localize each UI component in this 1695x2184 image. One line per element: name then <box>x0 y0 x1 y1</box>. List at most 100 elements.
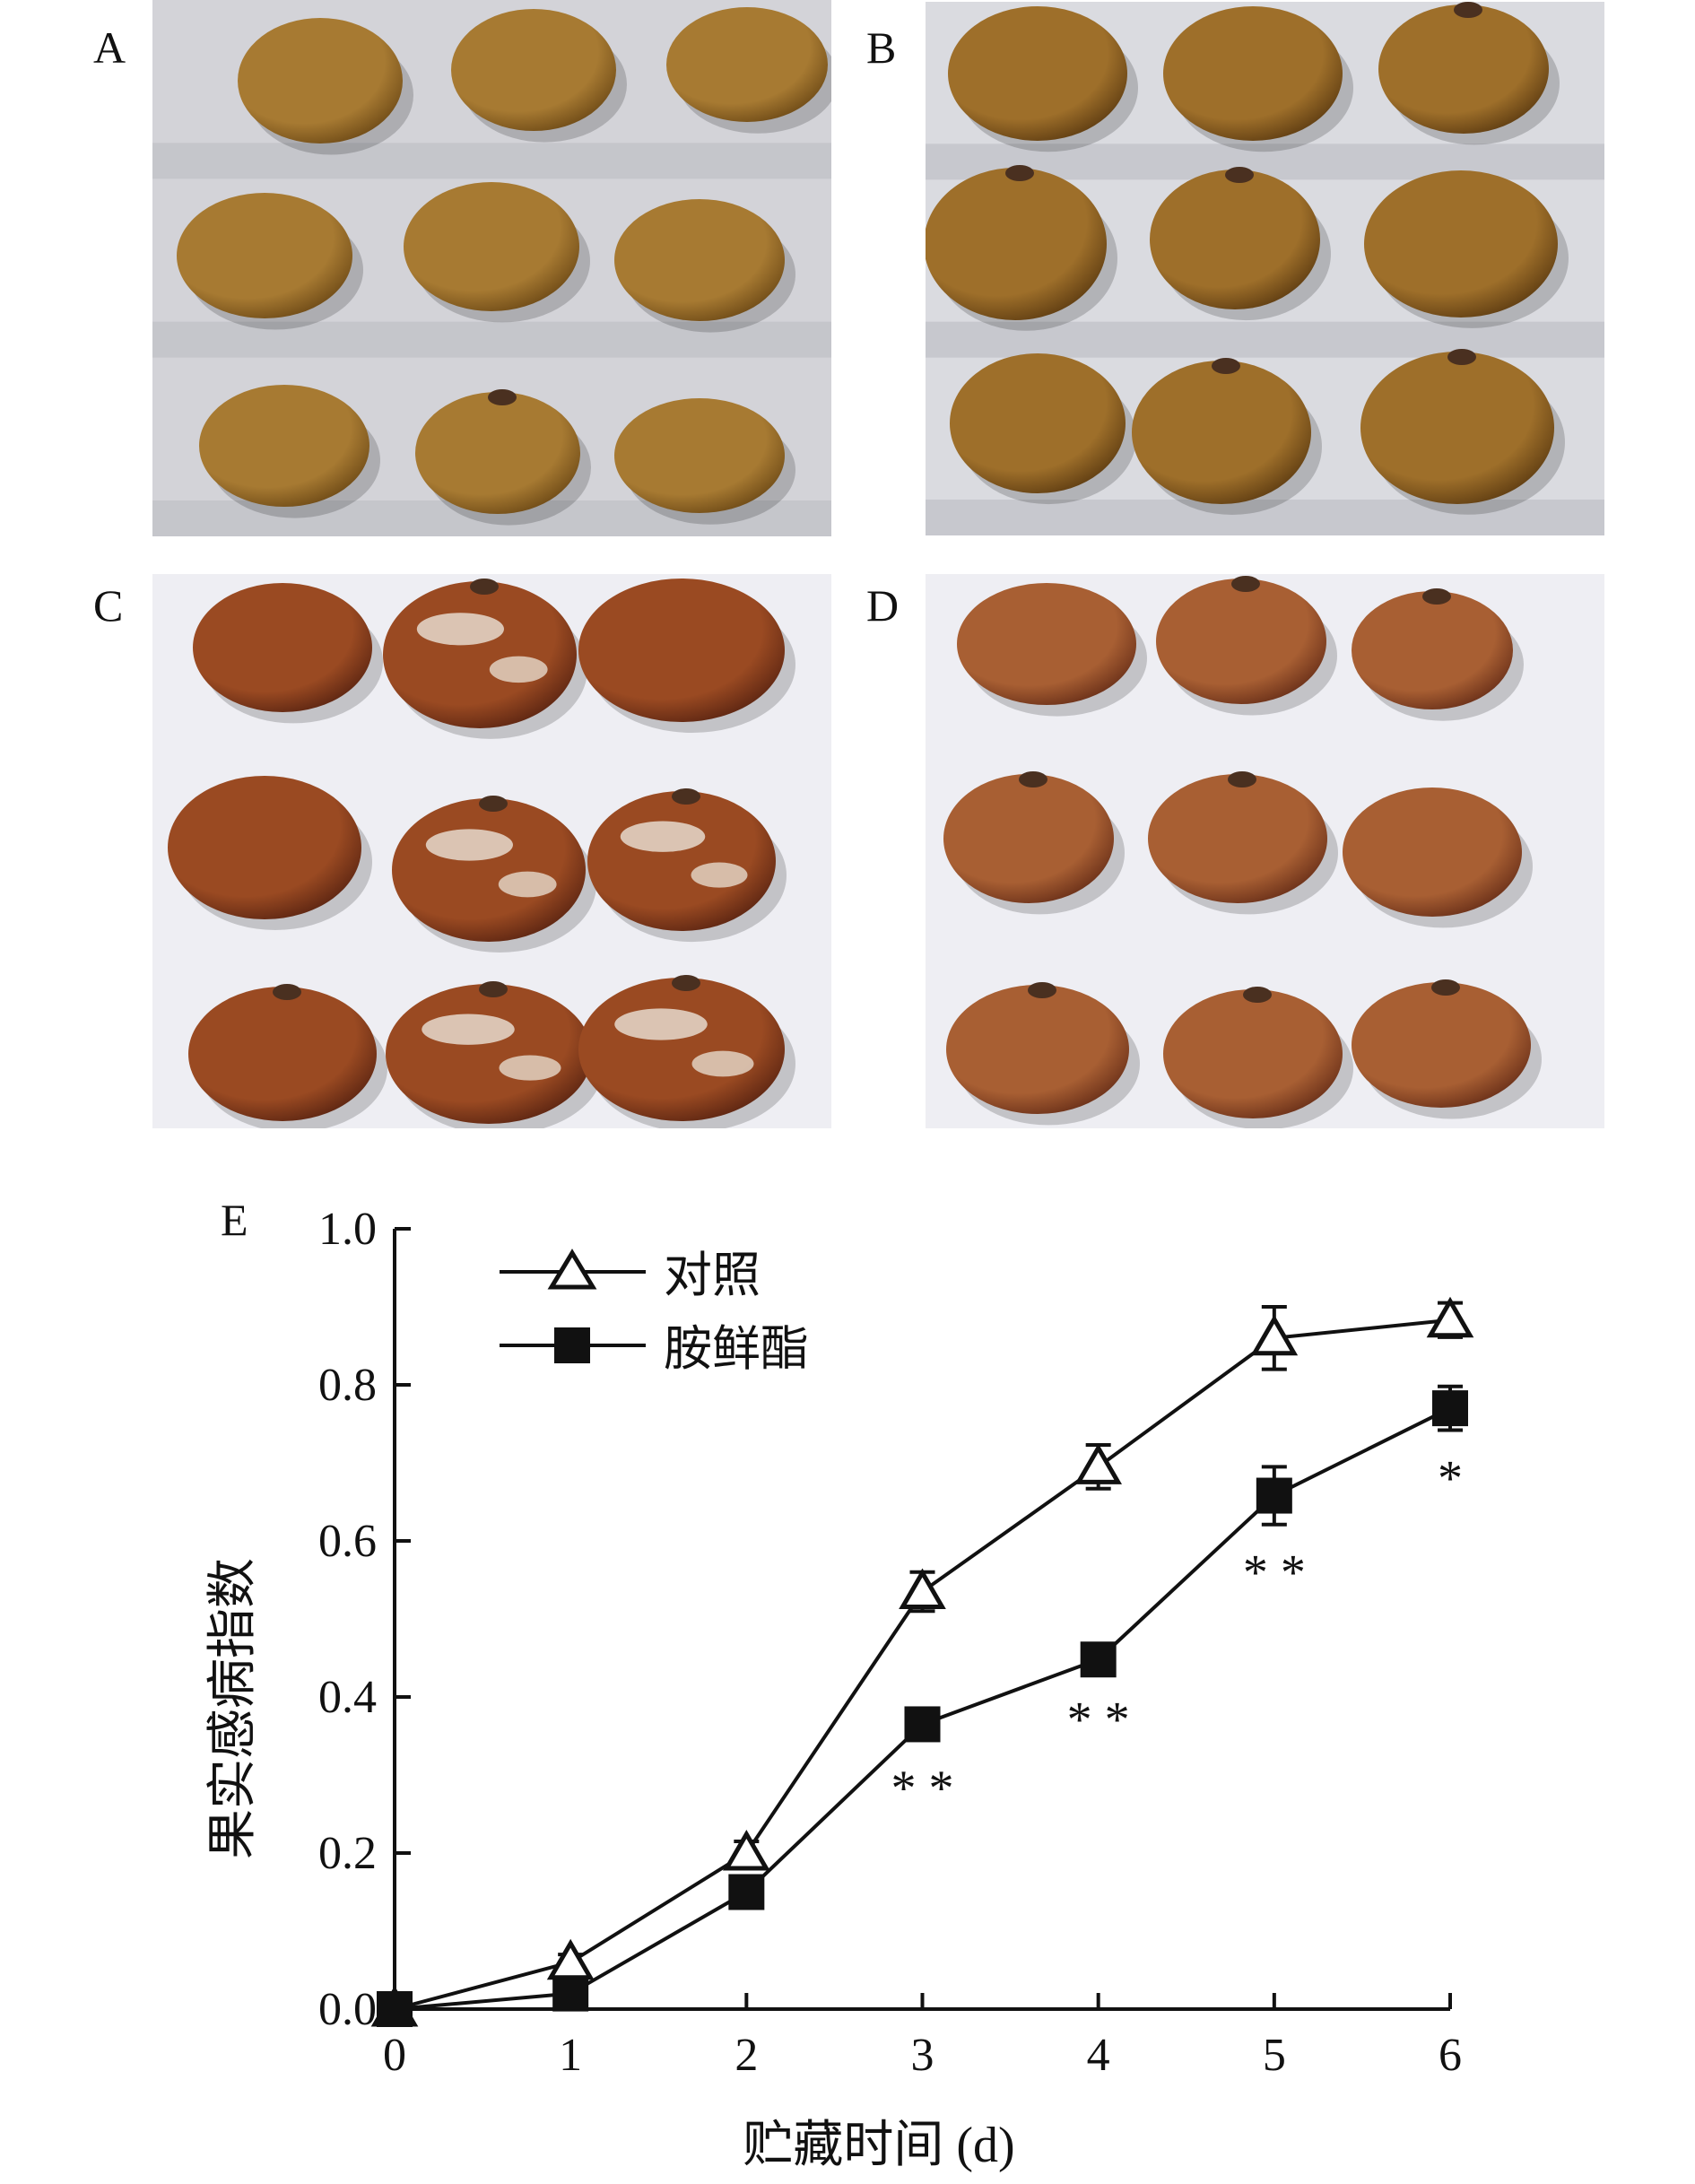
x-tick-label: 3 <box>911 2030 934 2081</box>
fruit-stem <box>479 796 508 812</box>
panel-label-b: B <box>866 22 897 73</box>
longan-fruit <box>451 9 616 131</box>
longan-fruit <box>614 199 785 321</box>
longan-fruit <box>386 984 592 1124</box>
mold-patch <box>425 829 513 861</box>
chart-series-layer: * * * * * * * <box>370 1296 1474 2027</box>
panel-label-a: A <box>93 22 126 73</box>
longan-fruit <box>404 182 579 311</box>
mold-patch <box>489 656 548 683</box>
photo-panel-b <box>926 2 1604 535</box>
longan-fruit <box>1343 787 1522 917</box>
mold-patch <box>691 862 748 888</box>
point-treatment <box>377 1991 413 2027</box>
mold-patch <box>416 613 504 646</box>
longan-fruit <box>168 776 361 919</box>
photo-panel-d <box>926 574 1604 1128</box>
fruit-stem <box>1225 167 1254 183</box>
point-treatment <box>728 1874 765 1910</box>
mold-patch <box>614 1008 708 1040</box>
mold-patch <box>499 1055 561 1081</box>
longan-fruit <box>946 985 1129 1114</box>
panel-label-e: E <box>221 1195 248 1245</box>
fruit-stem <box>1019 771 1047 787</box>
longan-fruit <box>1156 579 1326 704</box>
mold-patch <box>498 871 557 898</box>
longan-fruit <box>587 791 776 931</box>
x-tick-label: 2 <box>734 2030 758 2081</box>
longan-fruit <box>948 6 1127 141</box>
significance-marker: * * <box>891 1761 954 1816</box>
longan-fruit <box>199 385 369 507</box>
y-tick-label: 0.2 <box>318 1828 377 1879</box>
fruit-stem <box>1005 165 1034 181</box>
y-tick-label: 0.6 <box>318 1516 377 1567</box>
point-treatment <box>1256 1477 1292 1514</box>
x-axis-label: 贮藏时间 (d) <box>743 2118 1014 2173</box>
point-control <box>1426 1296 1474 1338</box>
longan-fruit <box>188 987 377 1121</box>
fruit-stem <box>1231 576 1260 592</box>
tray-ridge <box>926 321 1604 358</box>
fruit-stem <box>273 984 301 1000</box>
point-treatment <box>904 1706 941 1743</box>
significance-marker: * * <box>1067 1692 1130 1747</box>
longan-fruit <box>1150 170 1320 309</box>
y-tick-label: 1.0 <box>318 1204 377 1255</box>
disease-index-chart: E 0.0 0.2 0.4 0.6 0.8 1.0 0 1 2 3 4 5 6 * * * * * * * 对… <box>205 1195 1474 2173</box>
longan-fruit <box>238 18 403 144</box>
fruit-stem <box>1447 349 1476 365</box>
point-control <box>1074 1443 1123 1484</box>
longan-fruit <box>666 7 828 122</box>
point-treatment <box>1432 1390 1468 1427</box>
longan-fruit <box>193 583 372 712</box>
fruit-stem <box>672 788 700 805</box>
photo-panel-a <box>152 0 831 536</box>
series-line-0 <box>394 1318 1451 2011</box>
fruit-stem <box>470 579 499 595</box>
fruit-stem <box>1431 979 1460 996</box>
legend-marker-treatment <box>554 1327 590 1363</box>
longan-fruit <box>383 581 577 728</box>
y-tick-label: 0.4 <box>318 1672 377 1723</box>
point-control <box>722 1830 770 1871</box>
legend-marker-control <box>547 1249 597 1290</box>
mold-patch <box>620 821 706 852</box>
point-treatment <box>1080 1641 1117 1678</box>
fruit-stem <box>1028 982 1056 998</box>
chart-axes: 0.0 0.2 0.4 0.6 0.8 1.0 0 1 2 3 4 5 6 <box>318 1204 1462 2081</box>
fruit-stem <box>479 981 508 997</box>
longan-fruit <box>1360 352 1554 504</box>
x-tick-label: 1 <box>559 2030 582 2081</box>
fruit-stem <box>672 975 700 991</box>
point-control <box>899 1568 946 1610</box>
point-control <box>546 1938 595 1980</box>
chart-legend: 对照 胺鲜酯 <box>500 1249 809 1376</box>
longan-fruit <box>177 193 352 318</box>
longan-fruit <box>415 392 580 514</box>
longan-fruit <box>578 978 785 1121</box>
fruit-stem <box>1422 588 1451 605</box>
longan-fruit <box>1352 591 1513 709</box>
longan-fruit <box>950 353 1126 493</box>
fruit-stem <box>1243 987 1272 1003</box>
panel-label-c: C <box>93 580 124 631</box>
y-tick-label: 0.0 <box>318 1984 377 2035</box>
x-tick-label: 4 <box>1087 2030 1110 2081</box>
x-tick-label: 6 <box>1439 2030 1462 2081</box>
photo-panel-c <box>152 574 831 1128</box>
longan-fruit <box>1352 982 1531 1108</box>
mold-patch <box>422 1014 515 1045</box>
y-tick-label: 0.8 <box>318 1360 377 1411</box>
fruit-stem <box>1228 771 1256 787</box>
x-tick-label: 5 <box>1263 2030 1286 2081</box>
legend-label-treatment: 胺鲜酯 <box>664 1322 809 1376</box>
fruit-stem <box>1212 358 1240 374</box>
legend-label-control: 对照 <box>664 1249 761 1302</box>
longan-fruit <box>1148 774 1327 903</box>
longan-fruit <box>1364 170 1558 318</box>
longan-fruit <box>1132 361 1311 504</box>
tray-ridge <box>926 500 1604 535</box>
longan-fruit <box>578 579 785 722</box>
longan-fruit <box>1163 6 1343 141</box>
